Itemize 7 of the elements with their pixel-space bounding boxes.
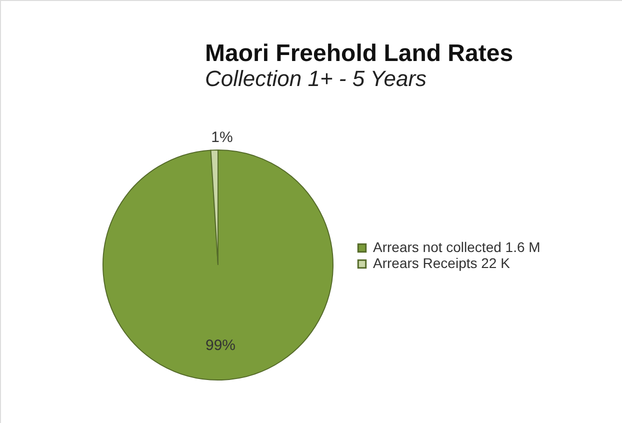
data-label: 1%	[211, 129, 233, 146]
chart-subtitle: Collection 1+ - 5 Years	[205, 66, 427, 91]
legend-label: Arrears Receipts 22 K	[373, 255, 511, 271]
legend-label: Arrears not collected 1.6 M	[373, 239, 540, 255]
pie-slice	[102, 150, 334, 380]
data-label: 99%	[205, 336, 236, 354]
chart-title: Maori Freehold Land Rates	[205, 40, 514, 67]
